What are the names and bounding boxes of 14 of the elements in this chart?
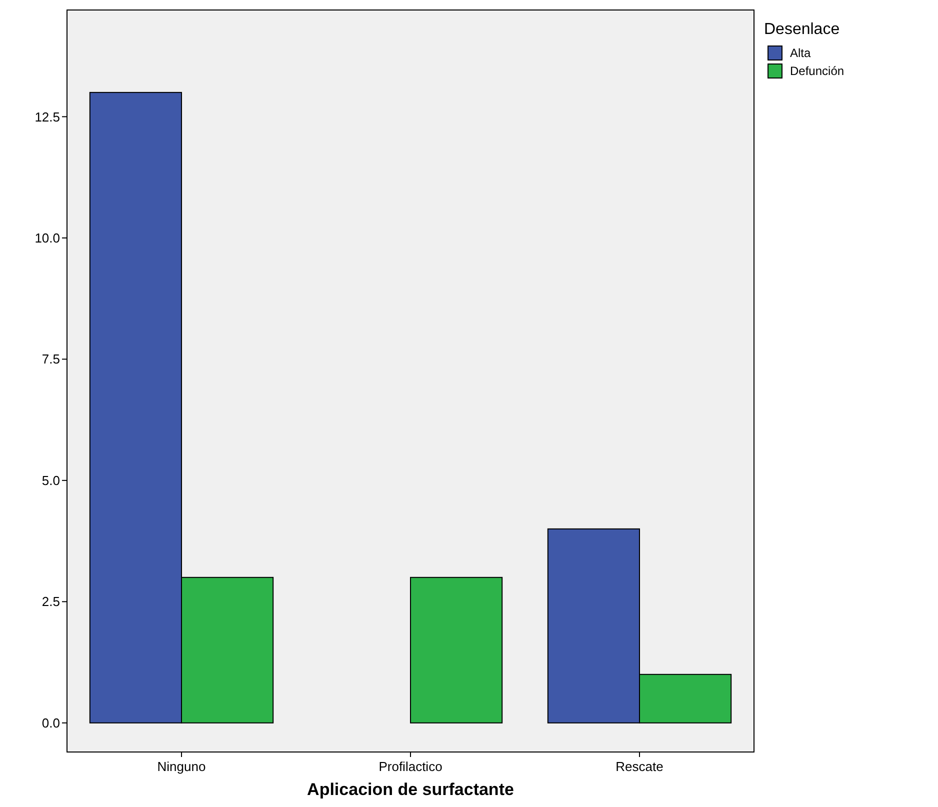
x-tick-label: Profilactico <box>378 759 442 774</box>
legend-label: Alta <box>790 46 812 60</box>
x-tick-label: Ninguno <box>157 759 206 774</box>
y-tick-label: 12.5 <box>34 109 60 124</box>
y-tick-label: 7.5 <box>42 352 60 367</box>
y-tick-label: 2.5 <box>42 594 60 610</box>
legend-label: Defunción <box>790 64 844 78</box>
y-tick-label: 10.0 <box>34 230 60 246</box>
y-tick-label: 5.0 <box>42 472 60 488</box>
x-tick-label: Rescate <box>616 759 664 774</box>
legend-title: Desenlace <box>764 21 840 38</box>
x-axis-title: Aplicacion de surfactante <box>307 780 514 799</box>
y-tick-label: 0.0 <box>42 715 60 730</box>
bar <box>410 576 503 724</box>
